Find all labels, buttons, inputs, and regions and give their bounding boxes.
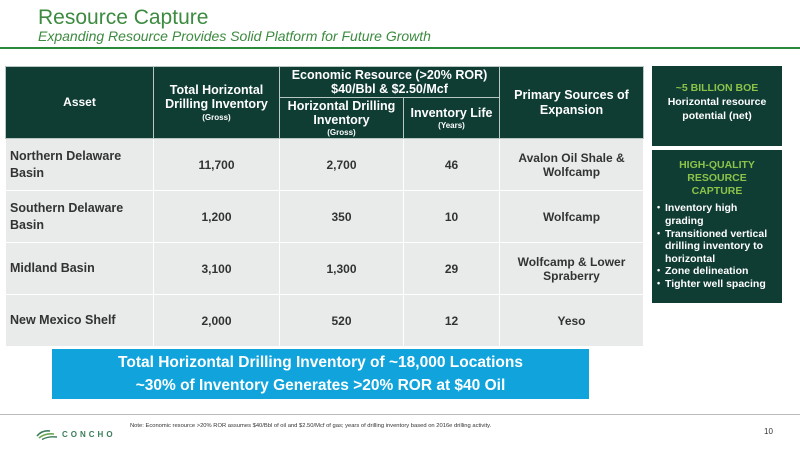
resource-potential-text: Horizontal resource potential (net) [667, 96, 767, 123]
cell-sources: Wolfcamp [499, 190, 644, 243]
footnote: Note: Economic resource >20% ROR assumes… [130, 423, 492, 429]
header-horizontal-inventory-label: Horizontal Drilling Inventory [287, 98, 396, 127]
header-horizontal-inventory-unit: (Gross) [327, 128, 356, 138]
company-logo: CONCHO [36, 428, 116, 440]
cell-sources: Avalon Oil Shale & Wolfcamp [499, 138, 644, 191]
cell-asset: New Mexico Shelf [5, 294, 154, 347]
header-divider [0, 47, 800, 49]
cell-total: 1,200 [153, 190, 280, 243]
cell-life: 12 [403, 294, 500, 347]
cell-total: 3,100 [153, 242, 280, 295]
cell-life: 29 [403, 242, 500, 295]
header-asset: Asset [5, 66, 154, 139]
cell-sources: Wolfcamp & Lower Spraberry [499, 242, 644, 295]
cell-total: 11,700 [153, 138, 280, 191]
cell-horizontal: 520 [279, 294, 404, 347]
summary-line-1: Total Horizontal Drilling Inventory of ~… [118, 354, 523, 371]
table-row: Southern Delaware Basin 1,200 350 10 Wol… [5, 190, 644, 243]
header-primary-sources: Primary Sources of Expansion [499, 66, 644, 139]
page-subtitle: Expanding Resource Provides Solid Platfo… [38, 28, 431, 44]
cell-asset: Southern Delaware Basin [5, 190, 154, 243]
header-inventory-life-unit: (Years) [438, 121, 465, 131]
cell-horizontal: 2,700 [279, 138, 404, 191]
header-total-inventory: Total Horizontal Drilling Inventory (Gro… [153, 66, 280, 139]
resource-table: Asset Total Horizontal Drilling Inventor… [5, 66, 644, 347]
cell-horizontal: 1,300 [279, 242, 404, 295]
table-row: Midland Basin 3,100 1,300 29 Wolfcamp & … [5, 242, 644, 295]
header-total-inventory-label: Total Horizontal Drilling Inventory [165, 83, 268, 112]
header-horizontal-inventory: Horizontal Drilling Inventory (Gross) [279, 97, 404, 139]
header-total-inventory-unit: (Gross) [202, 112, 231, 122]
logo-text: CONCHO [62, 429, 116, 439]
cell-life: 46 [403, 138, 500, 191]
header-inventory-life-label: Inventory Life [410, 105, 493, 120]
page-number: 10 [764, 427, 773, 436]
list-item: Tighter well spacing [657, 278, 778, 291]
resource-potential-figure: ~5 BILLION BOE [675, 82, 759, 94]
summary-line-2: ~30% of Inventory Generates >20% ROR at … [135, 377, 506, 394]
cell-total: 2,000 [153, 294, 280, 347]
summary-banner: Total Horizontal Drilling Inventory of ~… [52, 349, 589, 399]
table-row: New Mexico Shelf 2,000 520 12 Yeso [5, 294, 644, 347]
list-item: Transitioned vertical drilling inventory… [657, 228, 778, 266]
cell-life: 10 [403, 190, 500, 243]
cell-asset: Midland Basin [5, 242, 154, 295]
resource-potential-box: ~5 BILLION BOE Horizontal resource poten… [652, 66, 782, 146]
list-item: Zone delineation [657, 265, 778, 278]
header-inventory-life: Inventory Life (Years) [403, 97, 500, 139]
resource-capture-heading: HIGH-QUALITY RESOURCE CAPTURE [679, 159, 755, 198]
cell-horizontal: 350 [279, 190, 404, 243]
resource-capture-box: HIGH-QUALITY RESOURCE CAPTURE Inventory … [652, 150, 782, 303]
cell-asset: Northern Delaware Basin [5, 138, 154, 191]
table-row: Northern Delaware Basin 11,700 2,700 46 … [5, 138, 644, 191]
logo-mark-icon [36, 430, 58, 440]
resource-capture-list: Inventory high grading Transitioned vert… [652, 202, 782, 290]
page-title: Resource Capture [38, 6, 209, 29]
header-economic-resource: Economic Resource (>20% ROR) $40/Bbl & $… [279, 66, 500, 98]
cell-sources: Yeso [499, 294, 644, 347]
list-item: Inventory high grading [657, 202, 778, 227]
footer-divider [0, 414, 800, 415]
